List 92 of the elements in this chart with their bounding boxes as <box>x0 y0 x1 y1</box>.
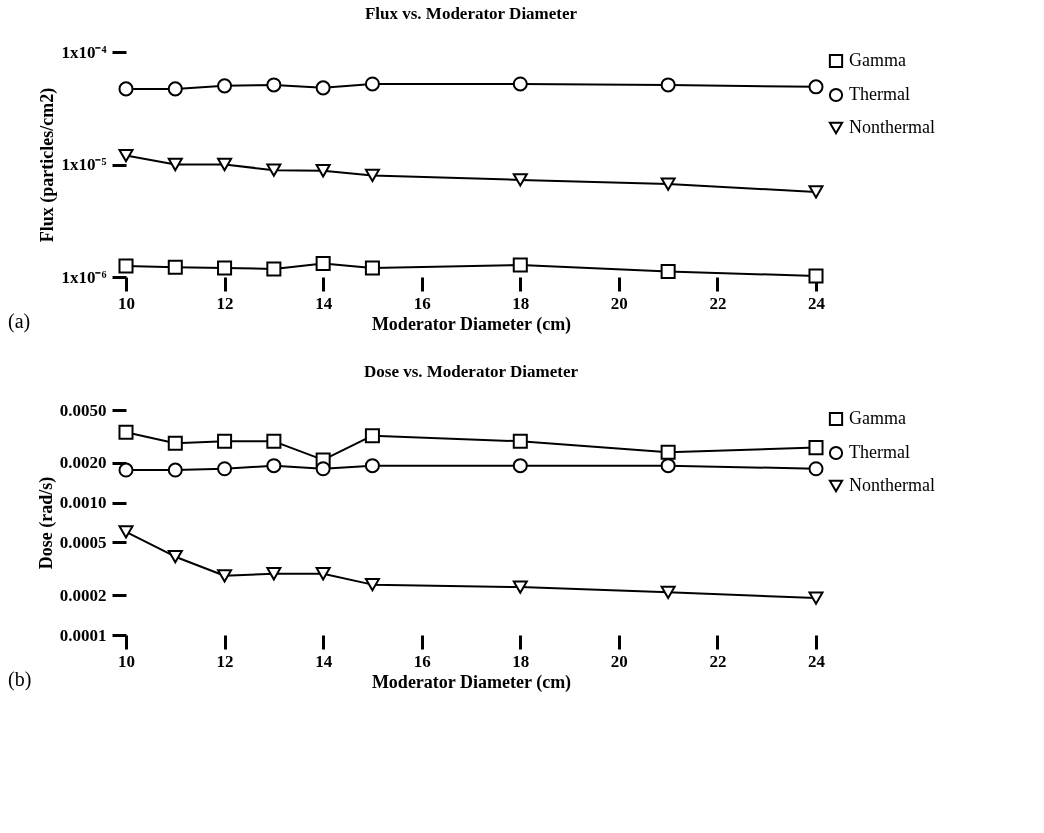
point <box>266 261 282 277</box>
point <box>808 268 824 284</box>
y-axis-title: Dose (rad/s) <box>35 476 57 570</box>
point <box>217 569 233 583</box>
point <box>808 440 824 456</box>
x-tick-label: 14 <box>315 293 333 313</box>
y-tick-label: 1x10⁻⁵ <box>61 155 107 174</box>
point <box>808 591 824 605</box>
x-tick-label: 20 <box>610 651 628 671</box>
point <box>118 148 134 163</box>
point <box>660 77 676 93</box>
text: (a) <box>8 310 31 333</box>
point <box>808 461 824 477</box>
point <box>512 76 528 92</box>
text: (b) <box>8 668 32 691</box>
x-tick-label: 22 <box>709 293 727 313</box>
x-tick-label: 12 <box>216 293 234 313</box>
x-axis-title: Moderator Diameter (cm) <box>371 671 572 693</box>
legend-label: Nonthermal <box>849 475 935 495</box>
point <box>512 257 528 273</box>
point <box>364 578 380 592</box>
point <box>660 177 676 191</box>
point <box>118 462 134 478</box>
point <box>660 585 676 599</box>
x-tick-label: 10 <box>118 293 135 313</box>
x-tick-label: 16 <box>413 293 431 313</box>
y-tick-label: 1x10⁻⁴ <box>61 42 107 62</box>
point <box>364 76 380 92</box>
y-tick-label: 0.0010 <box>59 493 107 513</box>
x-tick-label: 22 <box>709 651 727 671</box>
x-tick-label: 20 <box>610 293 628 313</box>
point <box>217 433 233 449</box>
point <box>266 567 282 581</box>
legend-label: Thermal <box>849 84 910 104</box>
legend-label: Thermal <box>849 442 910 462</box>
point <box>364 168 380 183</box>
point <box>167 157 183 172</box>
point <box>660 444 676 460</box>
point <box>118 525 134 539</box>
point <box>266 458 282 474</box>
point <box>266 77 282 93</box>
point <box>660 458 676 474</box>
legend-label: Nonthermal <box>849 117 935 137</box>
point <box>315 255 331 271</box>
point <box>167 259 183 275</box>
point <box>660 263 676 279</box>
point <box>118 424 134 440</box>
point <box>167 435 183 451</box>
x-tick-label: 18 <box>512 293 530 313</box>
chart-title: Dose vs. Moderator Diameter <box>363 362 579 381</box>
x-tick-label: 14 <box>315 651 333 671</box>
legend-label: Gamma <box>849 408 906 428</box>
point <box>512 173 528 187</box>
x-tick-label: 16 <box>413 651 431 671</box>
point <box>167 550 183 564</box>
y-tick-label: 0.0002 <box>59 585 107 605</box>
point <box>167 81 183 97</box>
point <box>266 163 282 177</box>
point <box>808 79 824 95</box>
point <box>315 164 331 178</box>
point <box>364 458 380 474</box>
y-tick-label: 0.0020 <box>59 453 107 473</box>
y-tick-label: 0.0005 <box>59 532 107 552</box>
y-tick-label: 1x10⁻⁶ <box>61 267 107 287</box>
point <box>266 433 282 449</box>
point <box>315 567 331 581</box>
point <box>217 157 233 172</box>
chart-title: Flux vs. Moderator Diameter <box>364 4 578 23</box>
point <box>167 462 183 478</box>
point <box>217 78 233 94</box>
point <box>512 458 528 474</box>
point <box>118 258 134 274</box>
y-tick-label: 0.0001 <box>59 625 107 645</box>
point <box>808 185 824 199</box>
y-axis-title: Flux (particles/cm2) <box>37 87 59 243</box>
x-tick-label: 12 <box>216 651 234 671</box>
point <box>217 461 233 477</box>
point <box>315 80 331 96</box>
point <box>315 461 331 477</box>
point <box>364 428 380 444</box>
point <box>512 433 528 449</box>
x-tick-label: 10 <box>118 651 135 671</box>
point <box>512 580 528 594</box>
point <box>217 260 233 276</box>
x-tick-label: 24 <box>808 293 826 313</box>
x-tick-label: 18 <box>512 651 530 671</box>
x-tick-label: 24 <box>808 651 826 671</box>
legend-label: Gamma <box>849 50 906 70</box>
x-axis-title: Moderator Diameter (cm) <box>371 313 572 335</box>
point <box>364 260 380 276</box>
point <box>118 81 134 97</box>
y-tick-label: 0.0050 <box>59 400 107 420</box>
